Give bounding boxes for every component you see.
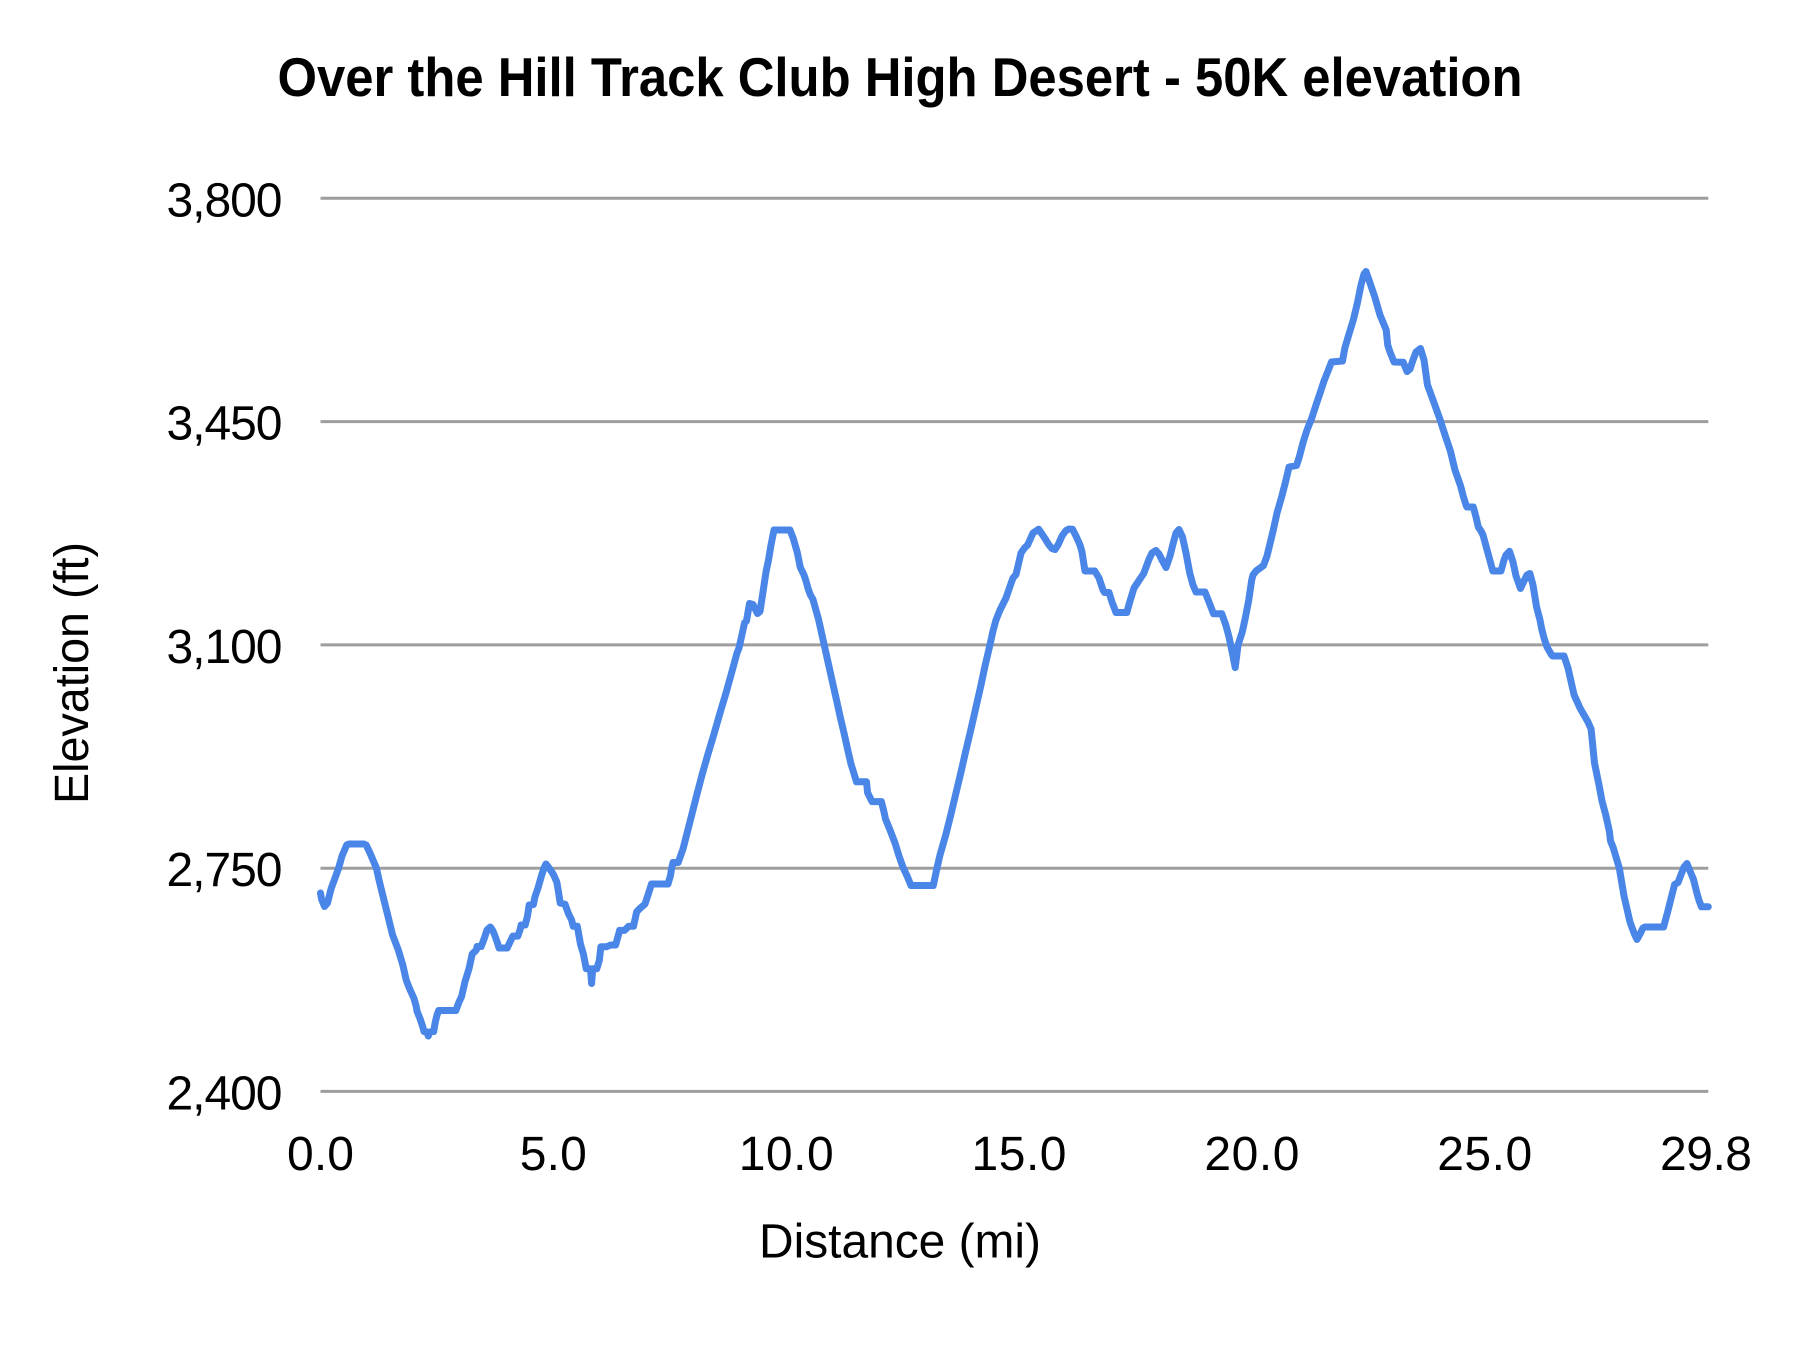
svg-text:Elevation (ft): Elevation (ft)	[46, 542, 99, 804]
svg-text:3,800: 3,800	[167, 174, 283, 227]
svg-text:20.0: 20.0	[1204, 1128, 1299, 1181]
svg-text:Distance (mi): Distance (mi)	[759, 1216, 1041, 1269]
svg-text:25.0: 25.0	[1437, 1128, 1532, 1181]
svg-text:0.0: 0.0	[287, 1128, 354, 1181]
svg-text:29.8: 29.8	[1660, 1128, 1752, 1181]
svg-text:Over the Hill Track Club High: Over the Hill Track Club High Desert - 5…	[278, 46, 1523, 108]
svg-text:3,100: 3,100	[167, 621, 283, 674]
svg-text:10.0: 10.0	[739, 1128, 834, 1181]
svg-text:2,400: 2,400	[167, 1067, 283, 1120]
svg-text:2,750: 2,750	[167, 844, 283, 897]
svg-text:5.0: 5.0	[520, 1128, 587, 1181]
svg-text:15.0: 15.0	[972, 1128, 1067, 1181]
svg-text:3,450: 3,450	[167, 398, 283, 451]
